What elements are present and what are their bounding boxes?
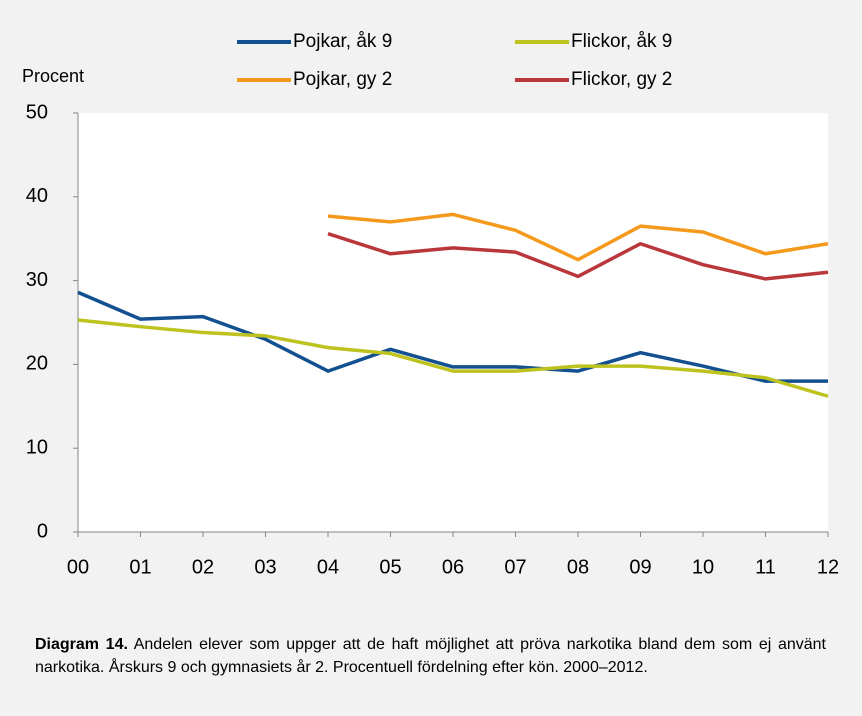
- series-line: [327, 232, 829, 281]
- x-tick-label: 07: [504, 556, 526, 578]
- y-tick-label: 30: [26, 269, 48, 291]
- y-tick-label: 40: [26, 185, 48, 207]
- plot-area: [78, 113, 828, 532]
- x-tick-label: 04: [317, 556, 339, 578]
- x-tick-label: 10: [692, 556, 714, 578]
- series-line: [77, 318, 829, 398]
- y-axis-label: Procent: [22, 66, 84, 86]
- x-tick-label: 00: [67, 556, 89, 578]
- y-tick-label: 50: [26, 101, 48, 123]
- x-tick-label: 09: [629, 556, 651, 578]
- legend-label: Flickor, åk 9: [571, 31, 672, 52]
- x-tick-label: 02: [192, 556, 214, 578]
- y-tick-label: 0: [37, 520, 48, 542]
- x-tick-label: 03: [254, 556, 276, 578]
- series-line: [77, 290, 828, 383]
- legend-label: Pojkar, gy 2: [293, 69, 392, 90]
- caption: Diagram 14. Andelen elever som uppger at…: [35, 633, 826, 679]
- chart: Procent 0 10 20 30 40 50 00 01 02 03 04 05 06 07 08 09 1…: [22, 31, 839, 578]
- caption-text: Andelen elever som uppger att de haft mö…: [35, 636, 826, 676]
- x-tick-label: 06: [442, 556, 464, 578]
- x-tick-label: 05: [379, 556, 401, 578]
- legend-label: Flickor, gy 2: [571, 69, 672, 90]
- x-tick-label: 01: [129, 556, 151, 578]
- y-tick-label: 10: [26, 436, 48, 458]
- legend-label: Pojkar, åk 9: [293, 31, 392, 52]
- x-tick-label: 12: [817, 556, 839, 578]
- caption-label: Diagram 14.: [35, 636, 128, 653]
- series-line: [327, 212, 829, 262]
- x-tick-label: 08: [567, 556, 589, 578]
- y-tick-label: 20: [26, 353, 48, 375]
- x-tick-label: 11: [755, 556, 776, 578]
